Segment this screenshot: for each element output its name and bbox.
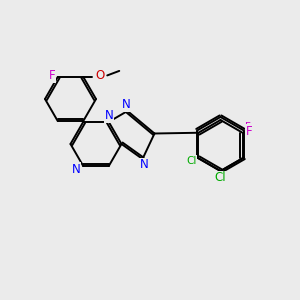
Text: O: O	[95, 69, 104, 82]
Text: F: F	[48, 69, 55, 82]
Text: F: F	[245, 122, 251, 133]
Text: N: N	[105, 110, 114, 122]
Text: N: N	[140, 158, 148, 172]
Text: N: N	[122, 98, 130, 112]
Text: Cl: Cl	[186, 155, 196, 166]
Text: N: N	[71, 163, 80, 176]
Text: F: F	[246, 125, 253, 138]
Text: Cl: Cl	[215, 171, 226, 184]
